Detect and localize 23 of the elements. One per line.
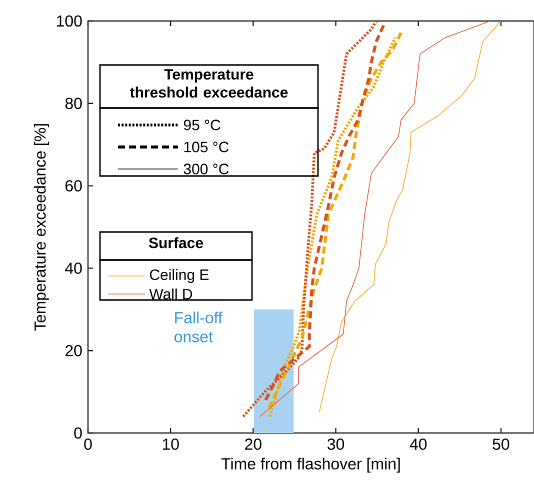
x-tick-label: 10 <box>162 438 179 450</box>
y-tick-label: 40 <box>65 262 82 274</box>
annotation: Fall-off onset <box>174 312 222 342</box>
legend-title: Temperature threshold exceedance <box>130 69 288 98</box>
x-tick-label: 50 <box>492 438 510 450</box>
annotation: 300 °C <box>184 164 229 174</box>
x-axis-title: Time from flashover [min] <box>221 458 400 473</box>
annotation: 105 °C <box>184 142 229 152</box>
y-tick-label: 0 <box>74 427 82 439</box>
annotation: Surface <box>148 237 203 248</box>
line-series <box>318 20 502 413</box>
y-axis-title: Temperature exceedance [%] <box>34 124 49 331</box>
x-tick-label: 30 <box>327 438 344 450</box>
y-tick-label: 100 <box>57 15 82 27</box>
y-tick-label: 60 <box>65 180 82 192</box>
annotation: Ceiling E <box>150 269 209 283</box>
y-tick-label: 80 <box>65 98 82 110</box>
x-tick-label: 20 <box>245 438 262 450</box>
annotation: Wall D <box>149 288 192 300</box>
x-tick-label: 0 <box>84 438 92 450</box>
annotation: 95 °C <box>184 120 220 130</box>
x-tick-label: 40 <box>410 438 427 450</box>
y-tick-label: 20 <box>65 344 82 356</box>
